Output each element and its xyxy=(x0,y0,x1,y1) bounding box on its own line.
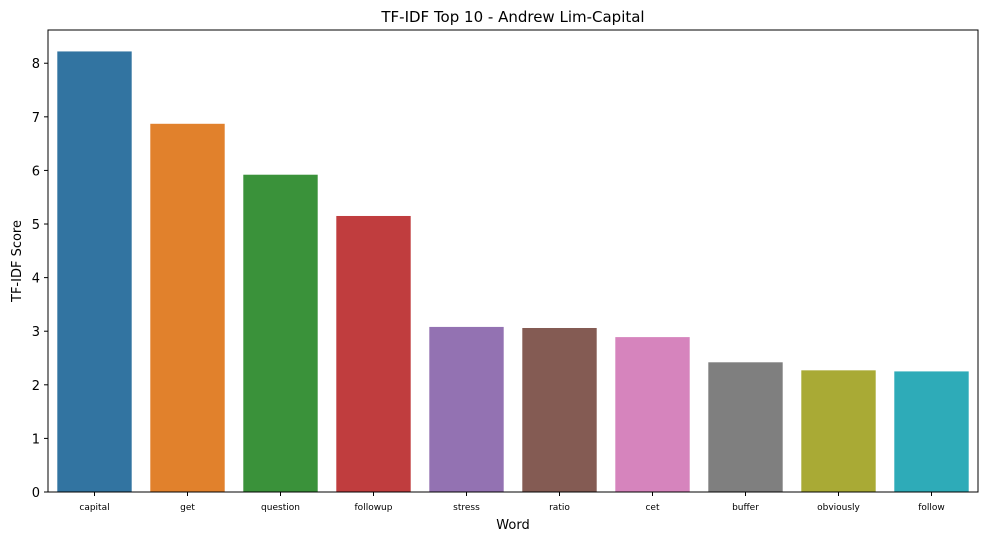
y-tick-label: 3 xyxy=(32,325,40,340)
x-axis-label: Word xyxy=(496,518,529,533)
y-tick-label: 1 xyxy=(32,432,40,447)
y-tick-label: 5 xyxy=(32,218,40,233)
y-axis: 0 1 2 3 4 5 6 7 8 xyxy=(32,57,48,501)
y-tick-label: 0 xyxy=(32,486,40,501)
x-tick-label: stress xyxy=(453,503,480,513)
x-tick-label: get xyxy=(180,503,195,513)
plot-frame xyxy=(47,29,979,493)
x-tick-label: followup xyxy=(355,503,393,513)
y-tick-label: 6 xyxy=(32,164,40,179)
y-axis-label: TF-IDF Score xyxy=(10,220,25,303)
bar-followup xyxy=(336,215,411,492)
x-tick-label: ratio xyxy=(549,503,570,513)
x-axis: capital get question followup stress ratio cet… xyxy=(79,492,945,513)
bar-capital xyxy=(57,51,132,493)
x-tick-label: buffer xyxy=(732,503,759,513)
x-tick-label: capital xyxy=(79,503,109,513)
bar-get xyxy=(150,123,225,492)
chart-title: TF-IDF Top 10 - Andrew Lim-Capital xyxy=(380,8,644,26)
bar-follow xyxy=(894,371,969,492)
x-tick-label: question xyxy=(261,503,300,513)
bar-buffer xyxy=(708,362,783,492)
y-tick-label: 7 xyxy=(32,111,40,126)
bars-group xyxy=(57,51,969,493)
bar-ratio xyxy=(522,327,597,492)
y-tick-label: 4 xyxy=(32,272,40,287)
bar-obviously xyxy=(801,370,876,492)
x-tick-label: cet xyxy=(645,503,659,513)
x-tick-label: follow xyxy=(918,503,945,513)
x-tick-label: obviously xyxy=(817,503,860,513)
y-tick-label: 2 xyxy=(32,379,40,394)
y-tick-label: 8 xyxy=(32,57,40,72)
bar-stress xyxy=(429,326,504,492)
bar-question xyxy=(243,174,318,493)
bar-cet xyxy=(615,337,690,492)
